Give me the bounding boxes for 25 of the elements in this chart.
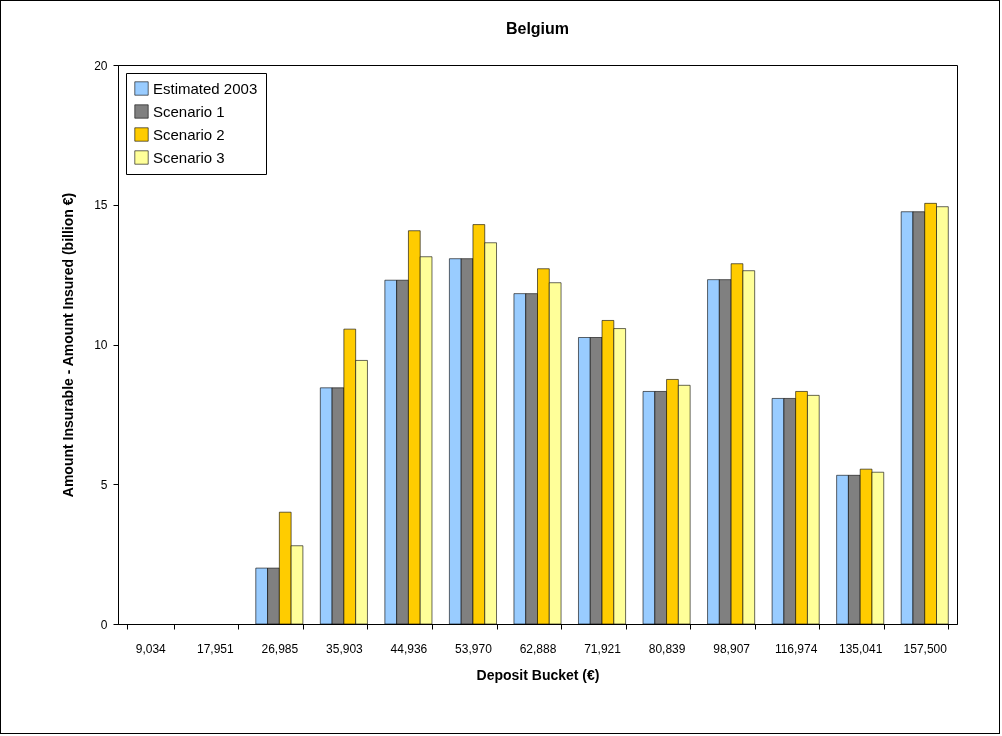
legend-label: Scenario 1 (153, 102, 225, 120)
x-tick-label: 35,903 (326, 641, 364, 656)
y-axis-title: Amount Insurable - Amount Insured (billion €) (60, 192, 77, 498)
x-tick-label: 135,041 (839, 641, 883, 656)
x-axis-title: Deposit Bucket (€) (476, 666, 600, 683)
y-tick-label: 20 (94, 58, 108, 73)
legend-label: Scenario 2 (153, 125, 225, 143)
y-tick-label: 15 (94, 198, 108, 213)
x-tick-label: 9,034 (135, 641, 167, 656)
x-tick-label: 53,970 (455, 641, 493, 656)
legend-label: Scenario 3 (153, 148, 225, 166)
x-tick-label: 71,921 (584, 641, 622, 656)
legend-label: Estimated 2003 (153, 79, 258, 97)
y-tick-label: 0 (100, 617, 108, 632)
x-tick-label: 17,951 (196, 641, 234, 656)
chart-title: Belgium (505, 20, 570, 37)
x-tick-label: 44,936 (390, 641, 428, 656)
x-tick-label: 26,985 (261, 641, 299, 656)
x-tick-label: 157,500 (903, 641, 948, 656)
y-tick-label: 5 (100, 477, 108, 492)
y-tick-label: 10 (94, 338, 108, 352)
x-tick-label: 98,907 (713, 641, 751, 656)
x-tick-label: 80,839 (648, 641, 686, 656)
x-tick-label: 116,974 (774, 641, 818, 656)
x-tick-label: 62,888 (519, 641, 557, 656)
